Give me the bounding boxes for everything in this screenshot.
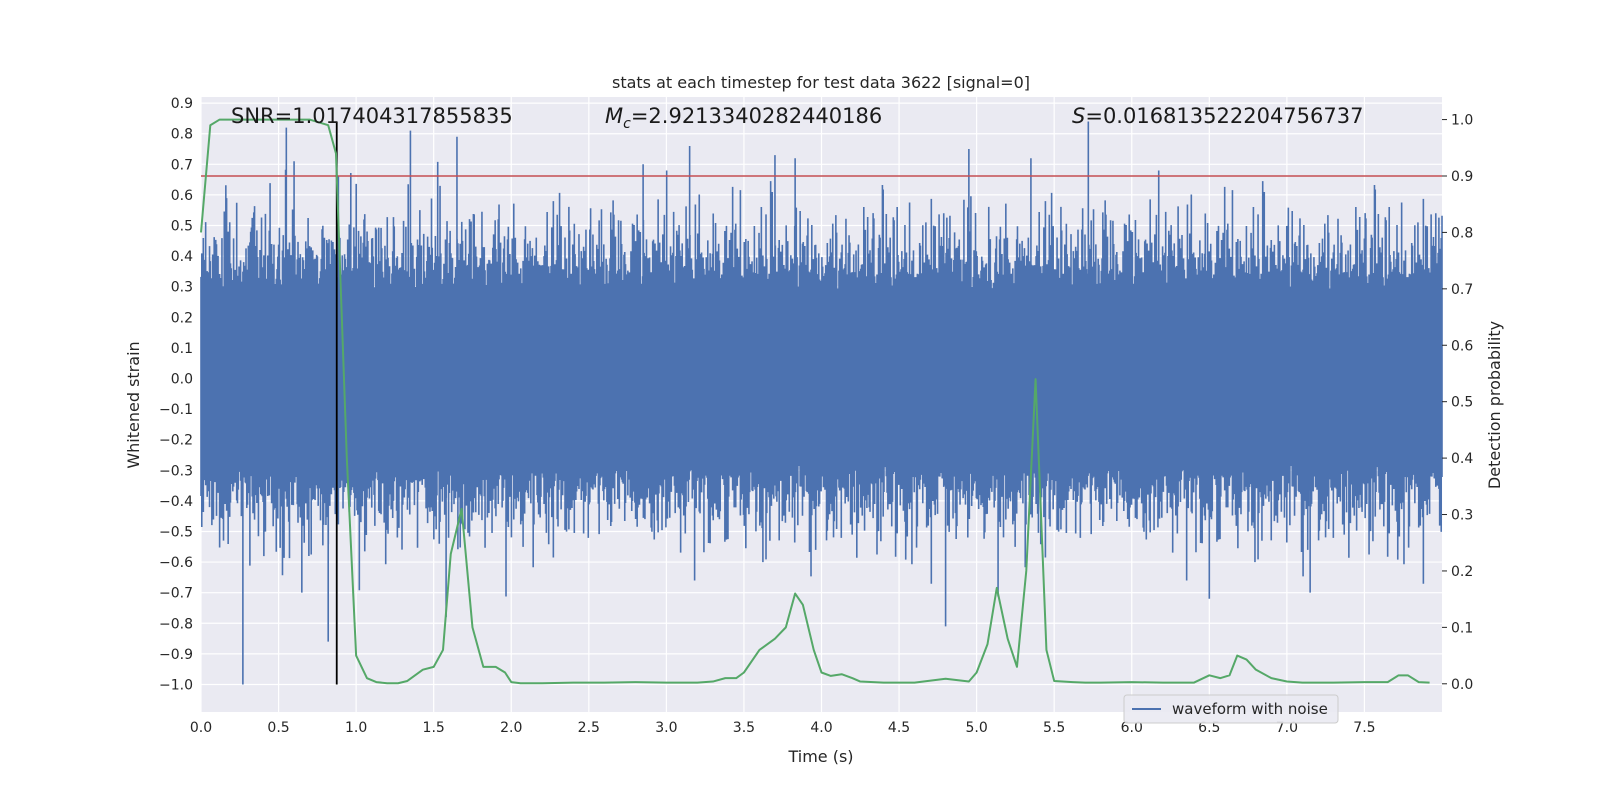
x-tick-label: 6.0 [1121,720,1143,736]
x-tick-label: 3.5 [733,720,755,736]
chirp-mass-annotation: Mc=2.9213340282440186 [605,104,882,132]
x-tick-label: 0.5 [267,720,289,736]
x-tick-label: 5.5 [1043,720,1065,736]
y2-tick-label: 0.8 [1451,225,1473,241]
y-axis-label: Whitened strain [124,341,143,468]
waveform-series [200,121,1443,685]
x-tick-label: 4.5 [888,720,910,736]
x-tick-label: 3.0 [655,720,677,736]
y2-tick-label: 0.3 [1451,508,1473,524]
y-tick-label: −0.9 [159,647,193,663]
chart-title: stats at each timestep for test data 362… [612,73,1030,92]
y-tick-label: −0.2 [159,433,193,449]
s-symbol: S [1072,104,1085,128]
x-tick-label: 7.0 [1276,720,1298,736]
y-tick-label: 0.8 [171,127,193,143]
y2-tick-label: 0.9 [1451,169,1473,185]
y2-tick-label: 0.1 [1451,620,1473,636]
y-tick-label: 0.5 [171,219,193,235]
x-tick-labels: 0.0 0.5 1.0 1.5 2.0 2.5 3.0 3.5 4.0 4.5 5.0 5.5 6.0 6… [190,720,1376,736]
probability-series [200,118,1430,685]
y2-tick-label: 0.5 [1451,395,1473,411]
x-tick-label: 5.0 [965,720,987,736]
y-tick-label: −1.0 [159,677,193,693]
x-tick-label: 6.5 [1198,720,1220,736]
y-tick-label: 0.2 [171,310,193,326]
s-annotation: S=0.016813522204756737 [1072,104,1363,128]
x-tick-label: 2.5 [578,720,600,736]
y-tick-label: 0.3 [171,280,193,296]
x-tick-label: 0.0 [190,720,212,736]
waveform-line [200,121,1443,685]
y-tick-label: −0.5 [159,524,193,540]
y-tick-label: 0.7 [171,157,193,173]
mc-value: =2.9213340282440186 [631,104,882,128]
legend: waveform with noise [1123,694,1339,724]
y2-tick-label: 0.6 [1451,338,1473,354]
y-tick-label: −0.7 [159,586,193,602]
y-tick-labels: 0.9 0.8 0.7 0.6 0.5 0.4 0.3 0.2 0.1 0.0 −0.1 −0.2 −0… [159,96,193,693]
y2-axis-label: Detection probability [1485,321,1504,489]
legend-label: waveform with noise [1172,700,1328,718]
x-tick-label: 4.0 [810,720,832,736]
overlay-marks [201,121,1442,685]
x-tick-label: 1.5 [423,720,445,736]
snr-annotation: SNR=1.017404317855835 [231,104,513,128]
y-tick-label: 0.1 [171,341,193,357]
legend-box [1123,694,1339,724]
x-tick-label: 2.0 [500,720,522,736]
probability-line [200,118,1430,685]
y2-tick-label: 0.4 [1451,451,1473,467]
y2-tick-label: 0.0 [1451,677,1473,693]
mc-subscript: c [623,116,631,132]
y2-tick-labels: 1.0 0.9 0.8 0.7 0.6 0.5 0.4 0.3 0.2 0.1 0.0 [1442,113,1473,693]
y2-tick-label: 0.7 [1451,282,1473,298]
y2-tick-label: 1.0 [1451,113,1473,129]
y-tick-label: −0.3 [159,463,193,479]
y-tick-label: 0.0 [171,371,193,387]
s-value: =0.016813522204756737 [1085,104,1363,128]
y-tick-label: −0.8 [159,616,193,632]
y-tick-label: −0.6 [159,555,193,571]
y-tick-label: 0.4 [171,249,193,265]
y-tick-label: −0.4 [159,494,193,510]
y-tick-label: −0.1 [159,402,193,418]
y2-tick-label: 0.2 [1451,564,1473,580]
x-tick-label: 7.5 [1353,720,1375,736]
y-tick-label: 0.6 [171,188,193,204]
mc-symbol: M [605,104,623,128]
y-tick-label: 0.9 [171,96,193,112]
x-tick-label: 1.0 [345,720,367,736]
x-axis-label: Time (s) [787,747,853,766]
